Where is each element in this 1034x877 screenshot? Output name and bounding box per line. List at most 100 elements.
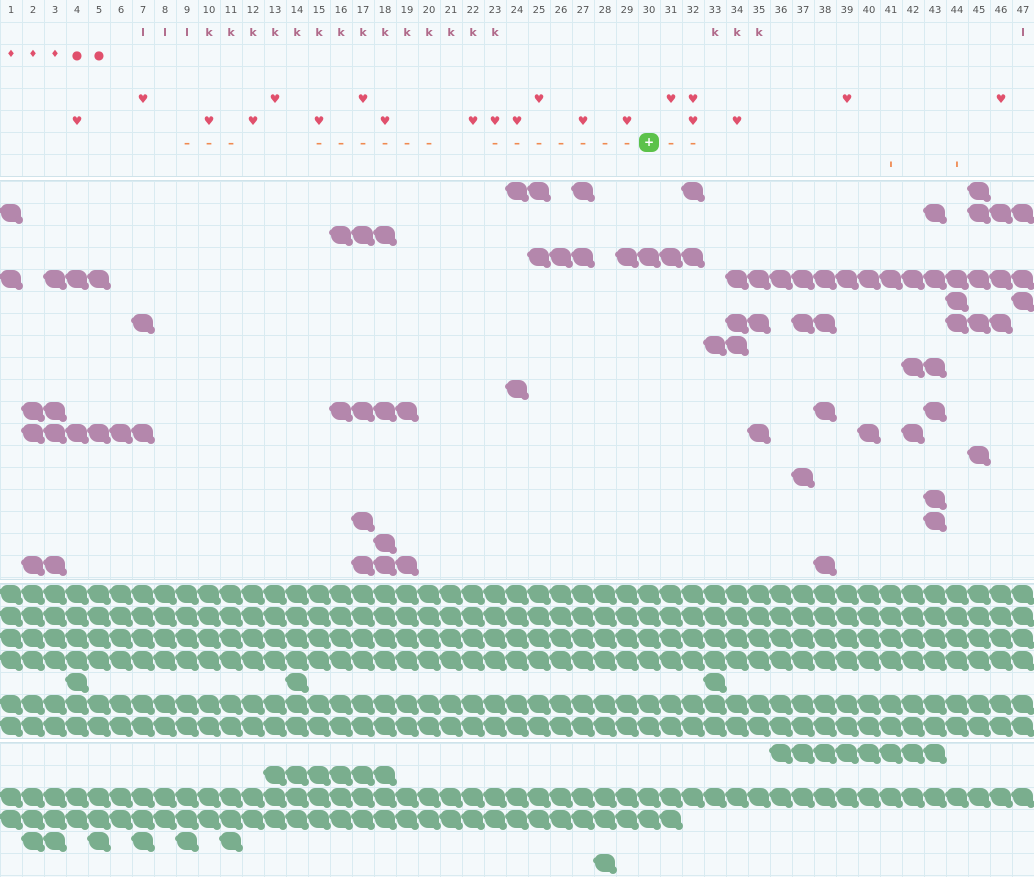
- green-tile[interactable]: [373, 584, 397, 606]
- green-tile[interactable]: [901, 716, 925, 738]
- green-tile[interactable]: [461, 584, 485, 606]
- green-tile[interactable]: [351, 650, 375, 672]
- purple-tile[interactable]: [637, 247, 661, 269]
- green-tile[interactable]: [615, 716, 639, 738]
- marker-cell[interactable]: ♦: [44, 44, 66, 66]
- purple-tile[interactable]: [65, 269, 89, 291]
- green-tile[interactable]: [571, 716, 595, 738]
- purple-tile[interactable]: [21, 555, 45, 577]
- green-tile[interactable]: [593, 628, 617, 650]
- green-tile[interactable]: [923, 584, 947, 606]
- green-tile[interactable]: [901, 650, 925, 672]
- purple-tile[interactable]: [901, 423, 925, 445]
- green-tile[interactable]: [0, 628, 23, 650]
- marker-cell[interactable]: –: [528, 132, 550, 154]
- purple-tile[interactable]: [351, 401, 375, 423]
- green-tile[interactable]: [263, 694, 287, 716]
- green-tile[interactable]: [43, 809, 67, 831]
- green-tile[interactable]: [483, 584, 507, 606]
- green-tile[interactable]: [527, 650, 551, 672]
- purple-tile[interactable]: [329, 401, 353, 423]
- purple-tile[interactable]: [857, 423, 881, 445]
- green-tile[interactable]: [945, 716, 969, 738]
- green-tile[interactable]: [813, 787, 837, 809]
- purple-tile[interactable]: [395, 401, 419, 423]
- marker-cell[interactable]: ♥: [682, 88, 704, 110]
- green-tile[interactable]: [87, 716, 111, 738]
- green-tile[interactable]: [153, 809, 177, 831]
- purple-tile[interactable]: [835, 269, 859, 291]
- green-tile[interactable]: [835, 584, 859, 606]
- green-tile[interactable]: [989, 628, 1013, 650]
- purple-tile[interactable]: [131, 313, 155, 335]
- purple-tile[interactable]: [725, 335, 749, 357]
- marker-cell[interactable]: k: [726, 22, 748, 44]
- green-tile[interactable]: [571, 694, 595, 716]
- marker-cell[interactable]: k: [704, 22, 726, 44]
- green-tile[interactable]: [131, 809, 155, 831]
- green-tile[interactable]: [703, 672, 727, 694]
- marker-cell[interactable]: ♥: [264, 88, 286, 110]
- green-tile[interactable]: [0, 694, 23, 716]
- green-tile[interactable]: [439, 628, 463, 650]
- green-tile[interactable]: [527, 694, 551, 716]
- green-tile[interactable]: [395, 809, 419, 831]
- green-tile[interactable]: [43, 716, 67, 738]
- green-tile[interactable]: [1011, 787, 1034, 809]
- green-tile[interactable]: [43, 787, 67, 809]
- green-tile[interactable]: [285, 650, 309, 672]
- green-tile[interactable]: [417, 584, 441, 606]
- purple-tile[interactable]: [527, 247, 551, 269]
- green-tile[interactable]: [483, 650, 507, 672]
- green-tile[interactable]: [791, 716, 815, 738]
- marker-cell[interactable]: ♥: [572, 110, 594, 132]
- marker-cell[interactable]: ●: [88, 44, 110, 66]
- marker-cell[interactable]: ●: [66, 44, 88, 66]
- green-tile[interactable]: [65, 606, 89, 628]
- green-tile[interactable]: [505, 628, 529, 650]
- green-tile[interactable]: [373, 716, 397, 738]
- green-tile[interactable]: [373, 787, 397, 809]
- green-tile[interactable]: [813, 694, 837, 716]
- green-tile[interactable]: [65, 650, 89, 672]
- green-tile[interactable]: [329, 606, 353, 628]
- green-tile[interactable]: [219, 694, 243, 716]
- purple-tile[interactable]: [43, 401, 67, 423]
- green-tile[interactable]: [483, 809, 507, 831]
- marker-cell[interactable]: ♥: [374, 110, 396, 132]
- green-tile[interactable]: [21, 694, 45, 716]
- purple-tile[interactable]: [43, 555, 67, 577]
- green-tile[interactable]: [945, 628, 969, 650]
- marker-cell[interactable]: ♥: [308, 110, 330, 132]
- green-tile[interactable]: [769, 628, 793, 650]
- green-tile[interactable]: [637, 584, 661, 606]
- green-tile[interactable]: [329, 650, 353, 672]
- green-tile[interactable]: [505, 787, 529, 809]
- purple-tile[interactable]: [747, 269, 771, 291]
- purple-tile[interactable]: [21, 401, 45, 423]
- green-tile[interactable]: [835, 628, 859, 650]
- marker-cell[interactable]: –: [660, 132, 682, 154]
- green-tile[interactable]: [747, 694, 771, 716]
- purple-tile[interactable]: [725, 313, 749, 335]
- green-tile[interactable]: [21, 628, 45, 650]
- green-tile[interactable]: [439, 694, 463, 716]
- marker-cell[interactable]: ♦: [0, 44, 22, 66]
- green-tile[interactable]: [571, 628, 595, 650]
- green-tile[interactable]: [43, 831, 67, 853]
- green-tile[interactable]: [989, 584, 1013, 606]
- green-tile[interactable]: [725, 628, 749, 650]
- green-tile[interactable]: [263, 765, 287, 787]
- green-tile[interactable]: [65, 787, 89, 809]
- green-tile[interactable]: [175, 584, 199, 606]
- purple-tile[interactable]: [879, 269, 903, 291]
- green-tile[interactable]: [351, 787, 375, 809]
- green-tile[interactable]: [65, 716, 89, 738]
- green-tile[interactable]: [967, 606, 991, 628]
- green-tile[interactable]: [439, 650, 463, 672]
- green-tile[interactable]: [285, 628, 309, 650]
- green-tile[interactable]: [351, 694, 375, 716]
- green-tile[interactable]: [153, 787, 177, 809]
- green-tile[interactable]: [637, 787, 661, 809]
- green-tile[interactable]: [681, 628, 705, 650]
